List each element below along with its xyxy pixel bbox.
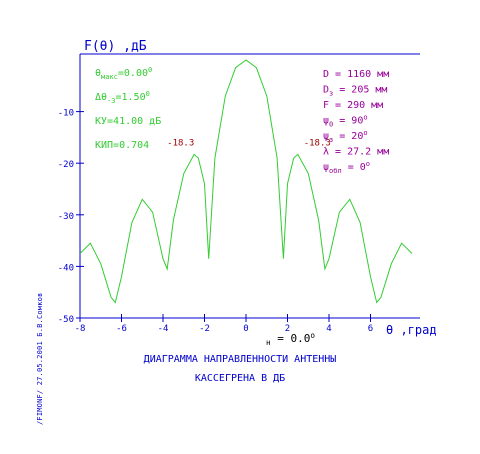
- pattern-curve: [79, 59, 413, 304]
- x-tick-label: 6: [368, 324, 373, 334]
- param-right: ψз = 20o: [323, 129, 368, 144]
- x-tick-label: -2: [199, 324, 210, 334]
- x-tick-label: 0: [243, 324, 248, 334]
- sidelobe-label: -18.3: [167, 138, 194, 148]
- x-axis-title: θ ,град: [386, 323, 437, 337]
- param-right: λ = 27.2 мм: [323, 147, 389, 158]
- param-right: D = 1160 мм: [323, 69, 389, 80]
- caption-line-2: КАССЕГРЕНА В ДБ: [194, 373, 286, 384]
- y-tick-label: -10: [58, 109, 74, 119]
- y-tick-label: -40: [58, 263, 74, 273]
- x-tick-label: -8: [75, 324, 86, 334]
- sidelobe-label: -18.3: [304, 138, 331, 148]
- param-right: ψ0 = 90o: [323, 114, 368, 129]
- param-left: Δθ-3=1.500: [95, 90, 150, 105]
- param-left: θмакс=0.000: [95, 66, 152, 81]
- caption-line-1: ДИАГРАММА НАПРАВЛЕННОСТИ АНТЕННЫ: [143, 354, 337, 365]
- x-tick-label: -4: [158, 324, 169, 334]
- x-tick-label: 4: [326, 324, 331, 334]
- param-left: КИП=0.704: [95, 140, 149, 151]
- param-right: Dз = 205 мм: [323, 85, 387, 98]
- y-tick-label: -50: [58, 315, 74, 325]
- param-right: ψобл = 0o: [323, 160, 370, 175]
- phi-label: н = 0.0o: [266, 331, 315, 347]
- param-right: F = 290 мм: [323, 100, 383, 111]
- y-axis-title: F(θ) ,дБ: [84, 39, 147, 54]
- param-left: КУ=41.00 дБ: [95, 116, 161, 127]
- x-tick-label: -6: [116, 324, 127, 334]
- y-tick-label: -20: [58, 160, 74, 170]
- y-tick-label: -30: [58, 212, 74, 222]
- x-tick-label: 2: [285, 324, 290, 334]
